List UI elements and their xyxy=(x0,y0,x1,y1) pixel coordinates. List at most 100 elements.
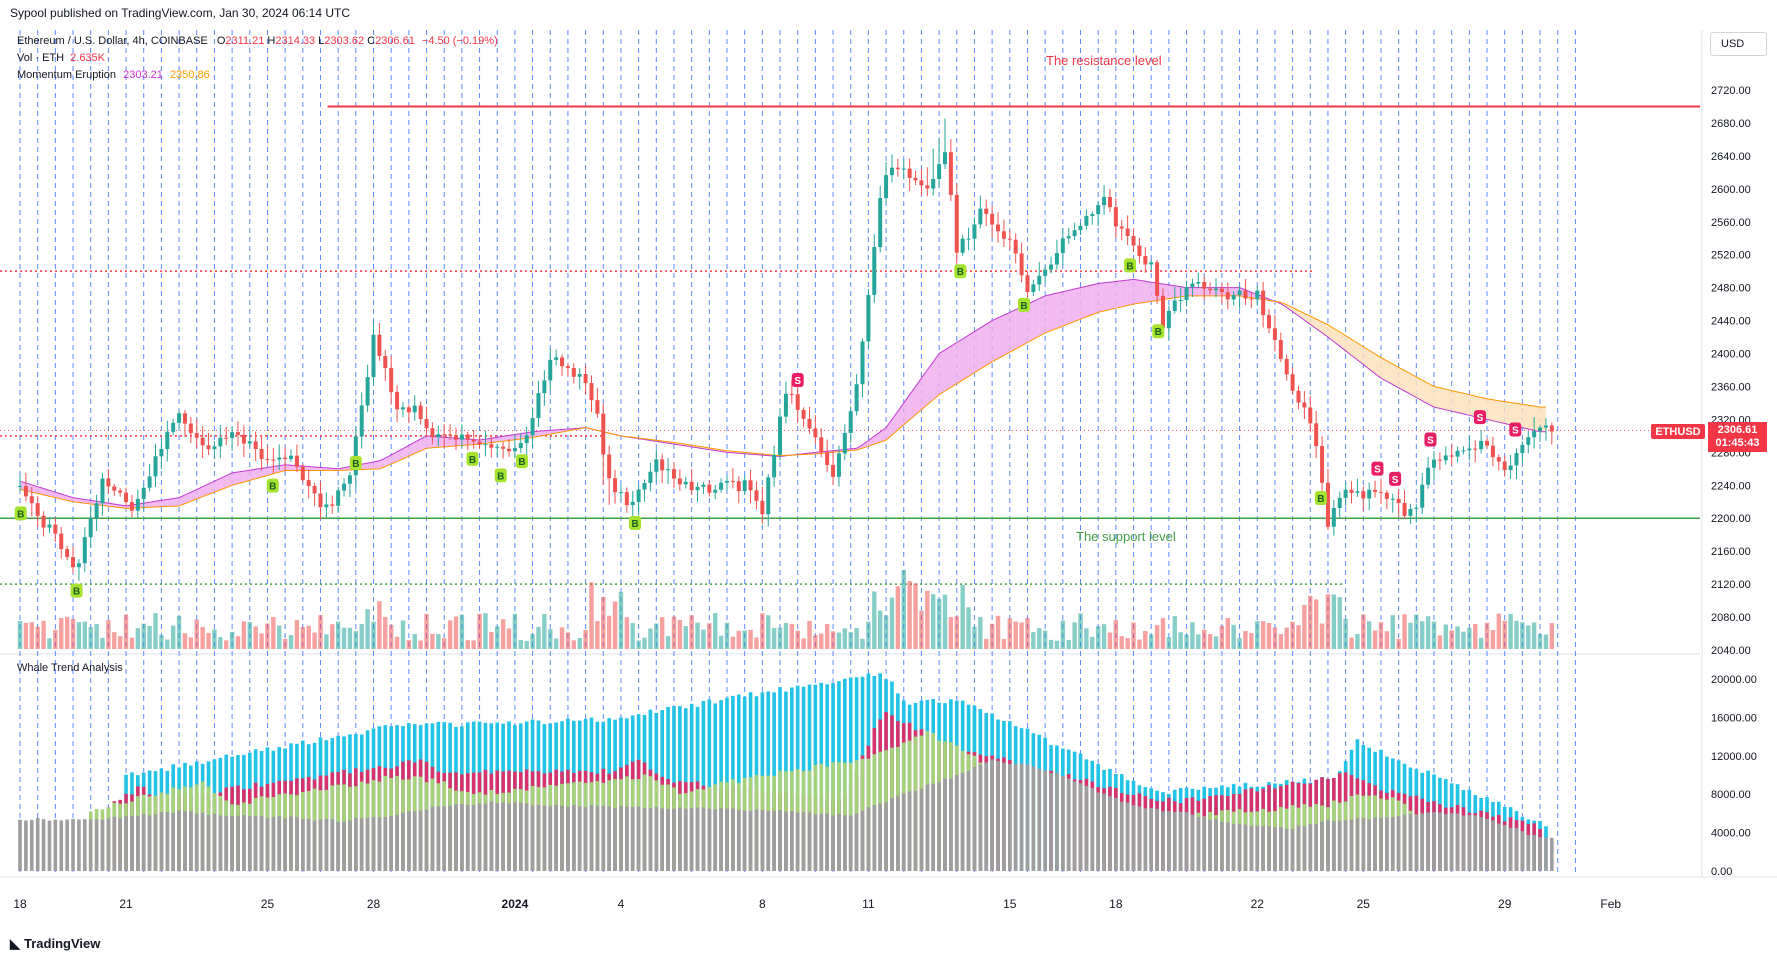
candle-body[interactable] xyxy=(1007,238,1012,240)
candle-body[interactable] xyxy=(1113,207,1118,227)
candle-body[interactable] xyxy=(1361,491,1366,499)
candle-body[interactable] xyxy=(766,477,771,515)
candle-body[interactable] xyxy=(601,413,606,455)
candle-body[interactable] xyxy=(866,294,871,342)
candle-body[interactable] xyxy=(489,444,494,448)
candle-body[interactable] xyxy=(1373,489,1378,492)
candle-body[interactable] xyxy=(453,435,458,440)
candle-body[interactable] xyxy=(1084,215,1089,226)
candle-body[interactable] xyxy=(324,504,329,508)
candle-body[interactable] xyxy=(224,437,229,439)
candle-body[interactable] xyxy=(736,481,741,492)
buy-signal-badge[interactable] xyxy=(1017,297,1030,312)
candle-body[interactable] xyxy=(1367,489,1372,499)
ema-fast-line[interactable] xyxy=(19,278,1546,507)
candle-body[interactable] xyxy=(1054,253,1059,265)
candle-body[interactable] xyxy=(1231,295,1236,300)
candle-body[interactable] xyxy=(618,492,623,494)
candle-body[interactable] xyxy=(671,469,676,479)
candle-body[interactable] xyxy=(683,481,688,485)
candle-body[interactable] xyxy=(713,489,718,493)
candle-body[interactable] xyxy=(1196,281,1201,284)
buy-signal-badge[interactable] xyxy=(14,506,27,521)
sell-signal-badge[interactable] xyxy=(1473,410,1486,425)
candle-body[interactable] xyxy=(389,368,394,392)
candle-body[interactable] xyxy=(430,428,435,438)
candle-body[interactable] xyxy=(41,515,46,528)
candle-body[interactable] xyxy=(831,464,836,477)
candle-body[interactable] xyxy=(719,482,724,490)
candle-body[interactable] xyxy=(1155,262,1160,296)
candle-body[interactable] xyxy=(642,482,647,490)
candle-body[interactable] xyxy=(194,433,199,438)
candle-body[interactable] xyxy=(931,178,936,189)
candle-body[interactable] xyxy=(725,480,729,483)
candle-body[interactable] xyxy=(1096,205,1101,215)
candle-body[interactable] xyxy=(1013,239,1018,254)
candle-body[interactable] xyxy=(795,394,800,410)
candle-body[interactable] xyxy=(524,435,529,444)
tradingview-logo[interactable]: ◣ TradingView xyxy=(10,936,100,952)
candle-body[interactable] xyxy=(218,437,223,447)
candle-body[interactable] xyxy=(960,238,965,253)
sell-signal-badge[interactable] xyxy=(1424,432,1437,447)
candle-body[interactable] xyxy=(177,413,182,423)
candle-body[interactable] xyxy=(118,490,123,493)
candle-body[interactable] xyxy=(548,359,553,381)
candle-body[interactable] xyxy=(560,357,565,367)
candle-body[interactable] xyxy=(318,493,323,508)
candle-body[interactable] xyxy=(1249,298,1254,300)
candle-body[interactable] xyxy=(1437,459,1442,461)
candle-body[interactable] xyxy=(1214,288,1219,291)
candle-body[interactable] xyxy=(595,400,600,414)
candle-body[interactable] xyxy=(695,486,700,491)
candle-body[interactable] xyxy=(59,533,64,550)
candle-body[interactable] xyxy=(1261,290,1266,316)
candle-body[interactable] xyxy=(1461,450,1466,452)
candle-body[interactable] xyxy=(465,434,470,440)
candle-body[interactable] xyxy=(1284,358,1289,375)
candle-body[interactable] xyxy=(854,384,859,412)
candle-body[interactable] xyxy=(206,445,211,450)
candle-body[interactable] xyxy=(1378,491,1383,493)
candle-body[interactable] xyxy=(1543,425,1548,428)
candle-body[interactable] xyxy=(165,431,170,450)
candle-body[interactable] xyxy=(565,366,570,369)
buy-signal-badge[interactable] xyxy=(266,478,279,493)
candle-body[interactable] xyxy=(1325,482,1330,527)
candle-body[interactable] xyxy=(377,334,382,357)
candle-body[interactable] xyxy=(1202,281,1207,289)
candle-body[interactable] xyxy=(1119,226,1124,229)
candle-body[interactable] xyxy=(1255,290,1260,300)
candle-body[interactable] xyxy=(347,475,352,484)
candle-body[interactable] xyxy=(1549,425,1554,432)
ema-slow-line[interactable] xyxy=(19,295,1546,509)
candle-body[interactable] xyxy=(294,455,299,467)
candle-body[interactable] xyxy=(689,481,694,491)
candle-body[interactable] xyxy=(707,484,712,493)
candle-body[interactable] xyxy=(507,448,512,452)
candle-body[interactable] xyxy=(895,167,900,170)
candle-body[interactable] xyxy=(171,422,176,432)
candle-body[interactable] xyxy=(1467,448,1472,451)
candle-body[interactable] xyxy=(330,504,335,506)
volume-legend[interactable]: Vol · ETH 2.635K xyxy=(17,52,105,64)
candle-body[interactable] xyxy=(760,500,765,515)
candle-body[interactable] xyxy=(1043,269,1048,276)
candle-body[interactable] xyxy=(418,405,423,420)
candle-body[interactable] xyxy=(1449,455,1454,457)
candle-body[interactable] xyxy=(636,489,641,502)
candle-body[interactable] xyxy=(942,152,947,165)
buy-signal-badge[interactable] xyxy=(954,264,967,279)
candle-body[interactable] xyxy=(772,454,777,478)
candle-body[interactable] xyxy=(1219,288,1224,293)
candle-body[interactable] xyxy=(996,224,1001,232)
sell-signal-badge[interactable] xyxy=(791,373,804,388)
candle-body[interactable] xyxy=(1532,431,1537,438)
candle-body[interactable] xyxy=(1349,489,1354,493)
candle-body[interactable] xyxy=(442,434,447,436)
candle-body[interactable] xyxy=(1066,236,1071,239)
candle-body[interactable] xyxy=(306,480,311,486)
candle-body[interactable] xyxy=(1031,284,1036,292)
